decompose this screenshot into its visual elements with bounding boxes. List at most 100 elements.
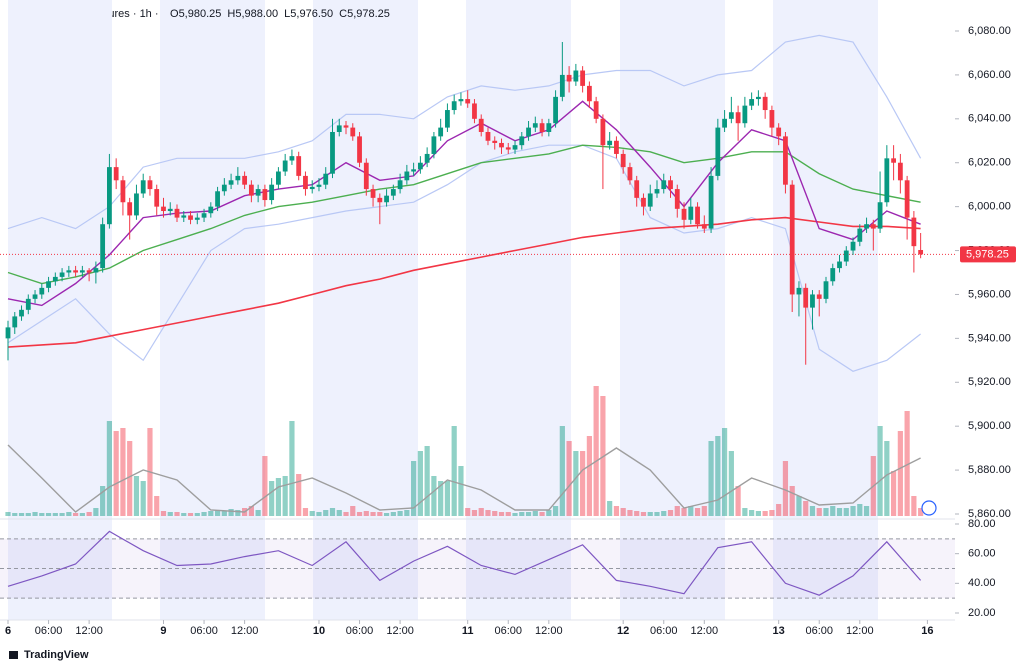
candle-body [911, 217, 917, 247]
volume-bar [803, 501, 809, 516]
volume-bar [221, 511, 227, 516]
candle-body [100, 224, 106, 269]
volume-bar [201, 512, 207, 516]
candle-body [269, 184, 275, 201]
x-tick-label: 13 [773, 625, 785, 637]
candle-body [282, 160, 288, 172]
volume-bar [194, 513, 200, 516]
candle-body [749, 99, 755, 106]
volume-bar [816, 508, 822, 516]
volume-bar [100, 486, 106, 516]
volume-bar [661, 511, 667, 516]
candle-body [451, 101, 457, 111]
volume-bar [843, 508, 849, 516]
brand-name: TradingView [24, 649, 89, 661]
volume-bar [498, 512, 505, 516]
candle-body [458, 99, 464, 102]
volume-bar [377, 512, 383, 516]
candle-body [472, 103, 477, 119]
x-tick-label: 12:00 [386, 625, 414, 637]
x-tick-label: 6 [5, 625, 11, 637]
ohlc-value: 5,988.00 [235, 8, 278, 20]
x-tick-label: 06:00 [805, 625, 833, 637]
candle-body [600, 118, 606, 146]
rsi-tick-label: 80.00 [968, 518, 996, 530]
volume-bar [836, 508, 843, 516]
x-tick-label: 11 [462, 625, 474, 637]
candle-body [573, 70, 579, 82]
volume-bar [59, 513, 65, 516]
volume-bar [586, 436, 592, 516]
candle-body [323, 173, 329, 185]
volume-bar [214, 510, 221, 516]
candle-body [722, 118, 727, 128]
brand-logo [9, 651, 18, 659]
candle-body [634, 180, 640, 198]
volume-bar [762, 511, 768, 516]
candle-body [12, 316, 18, 328]
candle-body [810, 294, 815, 308]
volume-bar [809, 506, 816, 516]
candle-body [194, 217, 200, 220]
candle-body [769, 110, 775, 128]
volume-bar [897, 431, 903, 516]
volume-bar [904, 411, 910, 516]
session-band [773, 0, 878, 620]
candle-body [519, 136, 525, 146]
overlay-line [7, 144, 921, 285]
candle-body [789, 184, 795, 295]
candle-body [303, 175, 308, 190]
volume-bar [302, 508, 309, 516]
y-tick-label: 6,080.00 [968, 25, 1011, 37]
session-band [620, 0, 725, 620]
candle-body [330, 131, 335, 174]
volume-bar [93, 508, 99, 516]
y-tick-label: 5,880.00 [968, 464, 1011, 476]
volume-bar [823, 508, 829, 516]
volume-ma [7, 444, 921, 513]
candle-body [289, 156, 295, 161]
session-band [160, 0, 265, 620]
candle-body [918, 249, 924, 255]
candle-body [701, 224, 707, 229]
volume-bar [167, 512, 173, 516]
candle-body [404, 171, 410, 181]
candle-body [864, 224, 869, 229]
volume-bar [525, 512, 532, 516]
brand: TradingView [9, 649, 89, 661]
volume-bar [782, 461, 789, 516]
candle-body [593, 101, 599, 119]
candle-body [830, 268, 836, 282]
candle-body [897, 162, 903, 181]
candle-body [431, 136, 437, 154]
candle-body [674, 189, 680, 209]
candle-body [86, 270, 92, 273]
candle-body [668, 180, 673, 190]
candle-body [843, 250, 849, 262]
candle-body [161, 206, 166, 212]
volume-bar [478, 508, 484, 516]
volume-bar [52, 513, 58, 516]
candle-body [397, 180, 403, 190]
y-tick-label: 5,960.00 [968, 288, 1011, 300]
candle-body [742, 105, 748, 124]
volume-bar [640, 512, 647, 516]
x-tick-label: 12:00 [846, 625, 874, 637]
volume-bar [613, 506, 620, 516]
volume-bar [634, 511, 640, 516]
y-tick-label: 5,940.00 [968, 332, 1011, 344]
candle-body [411, 169, 417, 172]
candle-body [309, 186, 315, 190]
candle-body [25, 298, 31, 310]
volume-bar [715, 436, 721, 516]
volume-bar [735, 486, 741, 516]
volume-bar [154, 496, 160, 516]
candle-body [607, 140, 613, 146]
candle-body [296, 156, 302, 176]
overlay-line [7, 100, 921, 307]
volume-bar [18, 513, 25, 516]
x-tick-label: 12:00 [535, 625, 563, 637]
candle-body [424, 153, 430, 163]
candle-body [566, 74, 572, 82]
x-tick-label: 06:00 [650, 625, 678, 637]
